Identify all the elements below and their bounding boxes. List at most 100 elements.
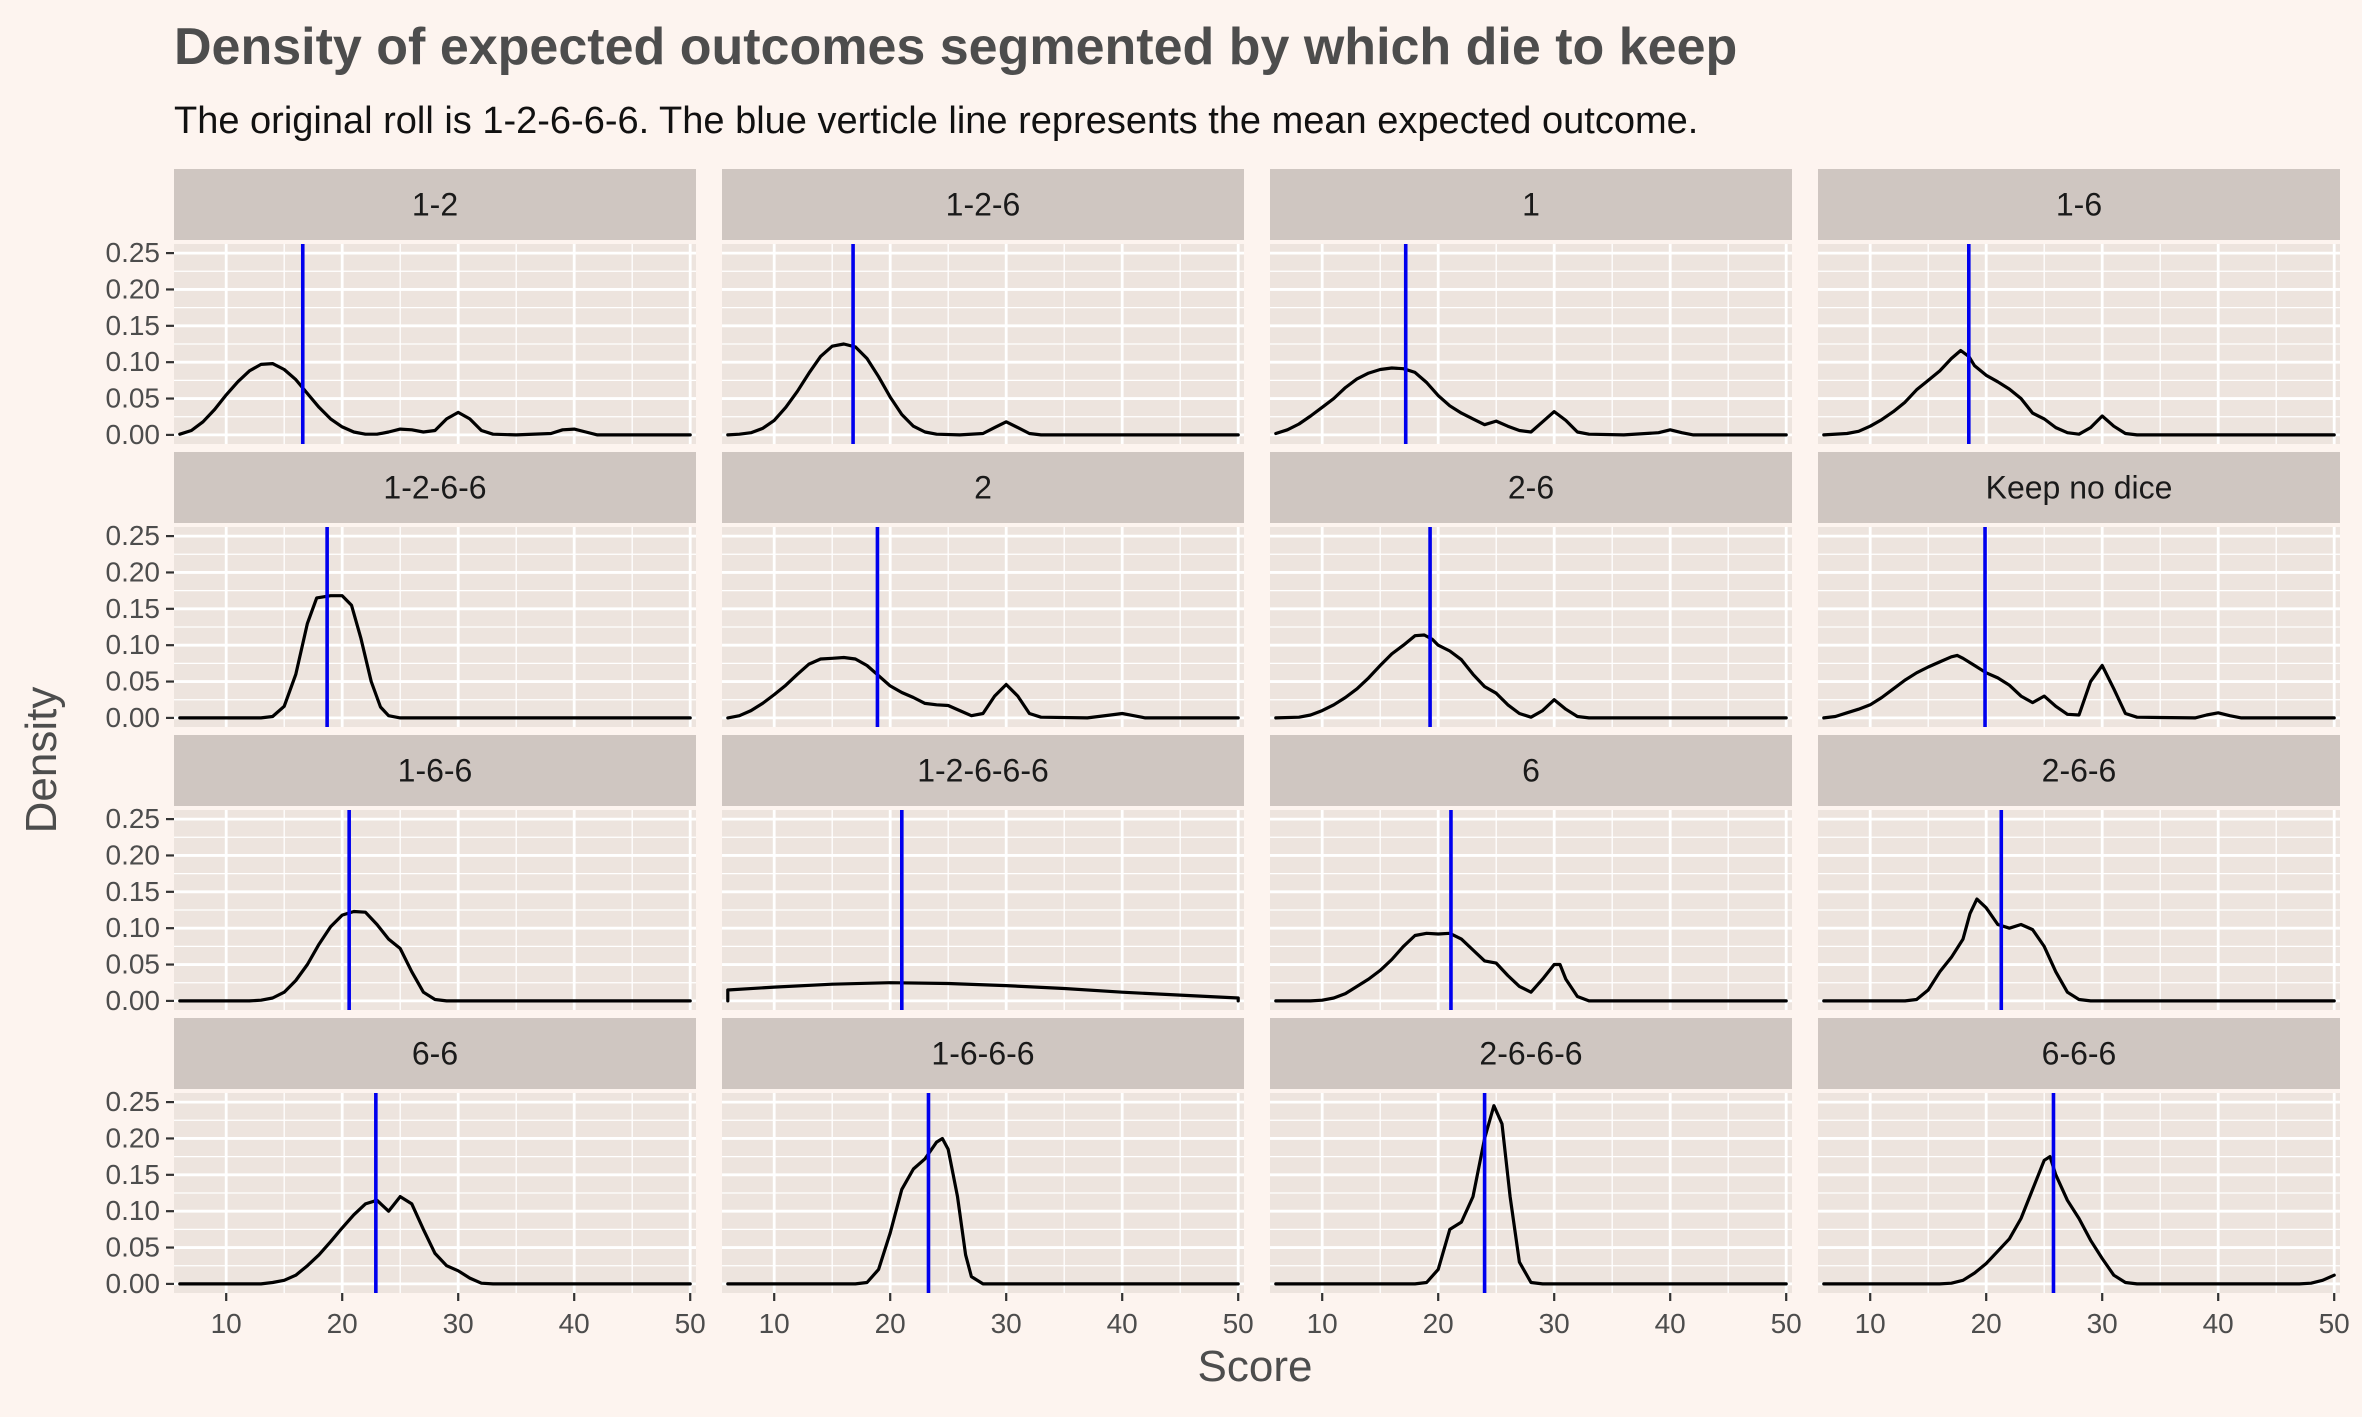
facet-14: 1-6-6-6 10 20 30 40 50 <box>722 1018 1254 1339</box>
facet-1: 1-2 0.00 0.05 0.10 0.15 0.20 0.25 <box>106 169 696 450</box>
y-tick-label: 0.25 <box>106 803 161 834</box>
y-tick-label: 0.15 <box>106 310 161 341</box>
x-tick-label: 30 <box>991 1308 1022 1339</box>
facet-label: 1-2-6-6-6 <box>917 753 1049 789</box>
y-tick-label: 0.00 <box>106 985 161 1016</box>
facet-label: 1-6 <box>2056 187 2102 223</box>
facet-strip <box>1270 1018 1792 1089</box>
x-tick-label: 10 <box>211 1308 242 1339</box>
y-tick-label: 0.20 <box>106 556 161 587</box>
facet-label: 6-6-6 <box>2042 1036 2117 1072</box>
facet-label: 1-2-6 <box>946 187 1021 223</box>
x-tick-label: 20 <box>327 1308 358 1339</box>
facet-strip <box>174 169 696 240</box>
facet-12: 2-6-6 <box>1818 735 2340 1010</box>
facet-9: 1-6-6 0.00 0.05 0.10 0.15 0.20 0.25 <box>106 735 696 1016</box>
density-curve <box>1822 897 2336 1003</box>
facet-strip <box>174 735 696 806</box>
facet-8: Keep no dice <box>1818 452 2340 727</box>
facet-strip <box>1270 452 1792 523</box>
chart-title: Density of expected outcomes segmented b… <box>174 18 1737 76</box>
facet-label: 1-6-6-6 <box>931 1036 1034 1072</box>
facet-3: 1 <box>1270 169 1792 444</box>
y-tick-label: 0.05 <box>106 949 161 980</box>
facet-strip <box>1818 735 2340 806</box>
y-tick-label: 0.10 <box>106 346 161 377</box>
x-tick-label: 30 <box>443 1308 474 1339</box>
facet-label: Keep no dice <box>1986 470 2173 506</box>
facet-6: 2 <box>722 452 1244 727</box>
x-tick-label: 50 <box>675 1308 706 1339</box>
y-tick-label: 0.20 <box>106 1122 161 1153</box>
density-curve <box>1274 931 1788 1003</box>
y-tick-label: 0.20 <box>106 273 161 304</box>
facet-label: 6 <box>1522 753 1540 789</box>
x-tick-label: 30 <box>2087 1308 2118 1339</box>
facet-label: 2-6-6 <box>2042 753 2117 789</box>
density-curve <box>1822 653 2336 720</box>
facet-strip <box>1818 1018 2340 1089</box>
x-tick-label: 40 <box>2203 1308 2234 1339</box>
density-curve <box>1274 366 1788 437</box>
density-curve <box>726 342 1240 437</box>
facet-label: 1-2 <box>412 187 458 223</box>
x-tick-label: 50 <box>2319 1308 2350 1339</box>
x-tick-label: 50 <box>1771 1308 1802 1339</box>
x-tick-label: 30 <box>1539 1308 1570 1339</box>
x-tick-label: 20 <box>1971 1308 2002 1339</box>
y-tick-label: 0.05 <box>106 383 161 414</box>
x-tick-label: 40 <box>559 1308 590 1339</box>
y-tick-label: 0.15 <box>106 1159 161 1190</box>
x-tick-label: 10 <box>1307 1308 1338 1339</box>
facet-label: 6-6 <box>412 1036 458 1072</box>
density-curve <box>178 362 692 437</box>
facet-strip <box>1270 169 1792 240</box>
facet-label: 2 <box>974 470 992 506</box>
chart-subtitle: The original roll is 1-2-6-6-6. The blue… <box>174 100 1698 142</box>
facet-panels: 1-2 0.00 0.05 0.10 0.15 0.20 0.25 1-2-6 1 1-6 1-2-… <box>106 169 2350 1339</box>
density-curve <box>178 594 692 720</box>
facet-15: 2-6-6-6 10 20 30 40 50 <box>1270 1018 1802 1339</box>
facet-strip <box>174 1018 696 1089</box>
facet-label: 1 <box>1522 187 1540 223</box>
x-tick-label: 40 <box>1655 1308 1686 1339</box>
density-curve <box>726 1136 1240 1286</box>
facet-10: 1-2-6-6-6 <box>722 735 1244 1010</box>
density-curve <box>726 981 1240 1003</box>
y-tick-label: 0.15 <box>106 876 161 907</box>
x-axis-title: Score <box>1198 1342 1313 1391</box>
density-curve <box>726 655 1240 720</box>
facet-13: 6-6 0.00 0.05 0.10 0.15 0.20 0.25 10 20 30 40 50 <box>106 1018 706 1339</box>
facet-strip <box>722 452 1244 523</box>
y-tick-label: 0.00 <box>106 1268 161 1299</box>
facet-label: 1-2-6-6 <box>383 470 486 506</box>
facet-strip <box>722 169 1244 240</box>
facet-4: 1-6 <box>1818 169 2340 444</box>
y-tick-label: 0.25 <box>106 237 161 268</box>
y-tick-label: 0.05 <box>106 666 161 697</box>
x-tick-label: 50 <box>1223 1308 1254 1339</box>
facet-5: 1-2-6-6 0.00 0.05 0.10 0.15 0.20 0.25 <box>106 452 696 733</box>
density-curve <box>1274 633 1788 720</box>
facet-7: 2-6 <box>1270 452 1792 727</box>
x-tick-label: 40 <box>1107 1308 1138 1339</box>
y-tick-label: 0.05 <box>106 1232 161 1263</box>
y-tick-label: 0.00 <box>106 702 161 733</box>
x-tick-label: 20 <box>1423 1308 1454 1339</box>
x-tick-label: 20 <box>875 1308 906 1339</box>
facet-label: 2-6 <box>1508 470 1554 506</box>
y-tick-label: 0.00 <box>106 419 161 450</box>
y-tick-label: 0.10 <box>106 629 161 660</box>
facet-11: 6 <box>1270 735 1792 1010</box>
y-tick-label: 0.15 <box>106 593 161 624</box>
facet-strip <box>174 452 696 523</box>
y-tick-label: 0.20 <box>106 839 161 870</box>
y-tick-label: 0.25 <box>106 520 161 551</box>
facet-2: 1-2-6 <box>722 169 1244 444</box>
facet-strip <box>722 735 1244 806</box>
density-curve <box>1822 348 2336 437</box>
facet-16: 6-6-6 10 20 30 40 50 <box>1818 1018 2350 1339</box>
facet-strip <box>1818 452 2340 523</box>
x-tick-label: 10 <box>1855 1308 1886 1339</box>
